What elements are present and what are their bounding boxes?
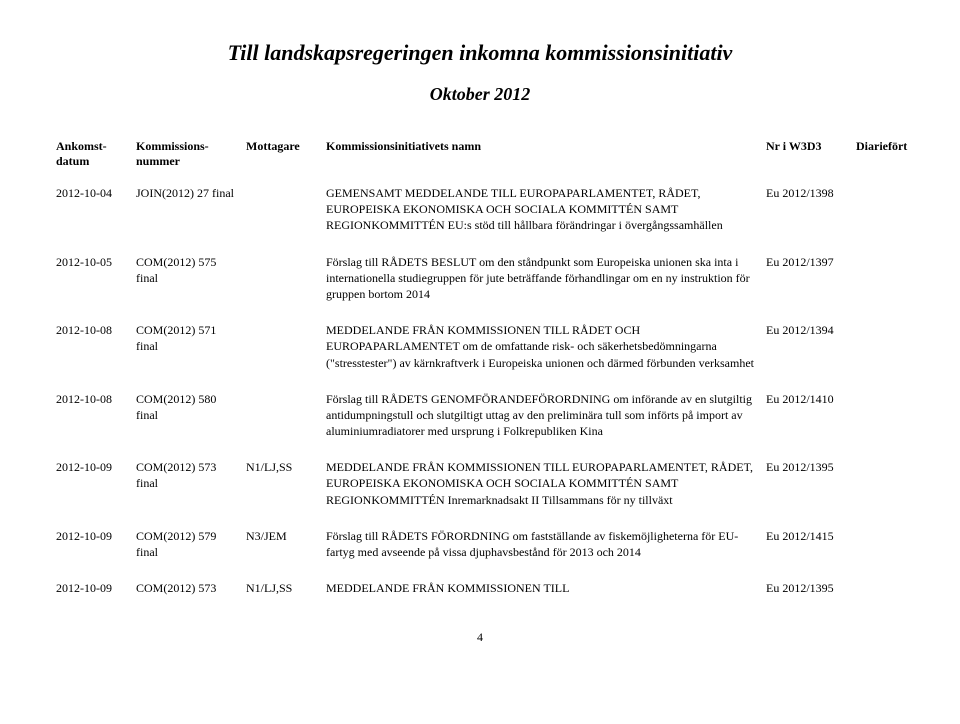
page-subtitle: Oktober 2012 <box>50 84 910 105</box>
cell-diariefort <box>850 522 910 574</box>
cell-mottagare: N1/LJ,SS <box>240 453 320 522</box>
header-datum: Ankomst-datum <box>50 135 130 179</box>
header-w3d3: Nr i W3D3 <box>760 135 850 179</box>
cell-namn: MEDDELANDE FRÅN KOMMISSIONEN TILL EUROPA… <box>320 453 760 522</box>
cell-namn: MEDDELANDE FRÅN KOMMISSIONEN TILL <box>320 574 760 610</box>
cell-nummer: COM(2012) 575 final <box>130 248 240 317</box>
cell-mottagare <box>240 179 320 248</box>
table-row: 2012-10-04 JOIN(2012) 27 final GEMENSAMT… <box>50 179 910 248</box>
table-row: 2012-10-09 COM(2012) 573 final N1/LJ,SS … <box>50 453 910 522</box>
cell-diariefort <box>850 385 910 454</box>
table-row: 2012-10-09 COM(2012) 573 N1/LJ,SS MEDDEL… <box>50 574 910 610</box>
header-nummer: Kommissions-nummer <box>130 135 240 179</box>
cell-nummer: COM(2012) 571 final <box>130 316 240 385</box>
cell-datum: 2012-10-05 <box>50 248 130 317</box>
cell-mottagare: N3/JEM <box>240 522 320 574</box>
initiatives-table: Ankomst-datum Kommissions-nummer Mottaga… <box>50 135 910 610</box>
cell-datum: 2012-10-09 <box>50 453 130 522</box>
cell-datum: 2012-10-04 <box>50 179 130 248</box>
cell-diariefort <box>850 453 910 522</box>
header-namn: Kommissionsinitiativets namn <box>320 135 760 179</box>
cell-nummer: COM(2012) 579 final <box>130 522 240 574</box>
cell-w3d3: Eu 2012/1397 <box>760 248 850 317</box>
table-row: 2012-10-09 COM(2012) 579 final N3/JEM Fö… <box>50 522 910 574</box>
cell-mottagare <box>240 385 320 454</box>
cell-namn: MEDDELANDE FRÅN KOMMISSIONEN TILL RÅDET … <box>320 316 760 385</box>
cell-diariefort <box>850 248 910 317</box>
page-number: 4 <box>50 630 910 645</box>
cell-nummer: JOIN(2012) 27 final <box>130 179 240 248</box>
cell-w3d3: Eu 2012/1410 <box>760 385 850 454</box>
cell-diariefort <box>850 179 910 248</box>
cell-namn: Förslag till RÅDETS BESLUT om den ståndp… <box>320 248 760 317</box>
table-row: 2012-10-08 COM(2012) 571 final MEDDELAND… <box>50 316 910 385</box>
cell-mottagare <box>240 248 320 317</box>
cell-w3d3: Eu 2012/1415 <box>760 522 850 574</box>
cell-namn: Förslag till RÅDETS GENOMFÖRANDEFÖRORDNI… <box>320 385 760 454</box>
table-row: 2012-10-05 COM(2012) 575 final Förslag t… <box>50 248 910 317</box>
cell-datum: 2012-10-08 <box>50 316 130 385</box>
cell-datum: 2012-10-09 <box>50 574 130 610</box>
table-header-row: Ankomst-datum Kommissions-nummer Mottaga… <box>50 135 910 179</box>
cell-nummer: COM(2012) 580 final <box>130 385 240 454</box>
table-row: 2012-10-08 COM(2012) 580 final Förslag t… <box>50 385 910 454</box>
cell-diariefort <box>850 316 910 385</box>
cell-w3d3: Eu 2012/1395 <box>760 453 850 522</box>
cell-namn: GEMENSAMT MEDDELANDE TILL EUROPAPARLAMEN… <box>320 179 760 248</box>
cell-datum: 2012-10-09 <box>50 522 130 574</box>
header-mottagare: Mottagare <box>240 135 320 179</box>
cell-nummer: COM(2012) 573 final <box>130 453 240 522</box>
cell-w3d3: Eu 2012/1395 <box>760 574 850 610</box>
cell-namn: Förslag till RÅDETS FÖRORDNING om fastst… <box>320 522 760 574</box>
cell-mottagare <box>240 316 320 385</box>
cell-mottagare: N1/LJ,SS <box>240 574 320 610</box>
header-diariefort: Diariefört <box>850 135 910 179</box>
cell-w3d3: Eu 2012/1394 <box>760 316 850 385</box>
cell-nummer: COM(2012) 573 <box>130 574 240 610</box>
cell-w3d3: Eu 2012/1398 <box>760 179 850 248</box>
cell-diariefort <box>850 574 910 610</box>
page-title: Till landskapsregeringen inkomna kommiss… <box>50 40 910 66</box>
cell-datum: 2012-10-08 <box>50 385 130 454</box>
